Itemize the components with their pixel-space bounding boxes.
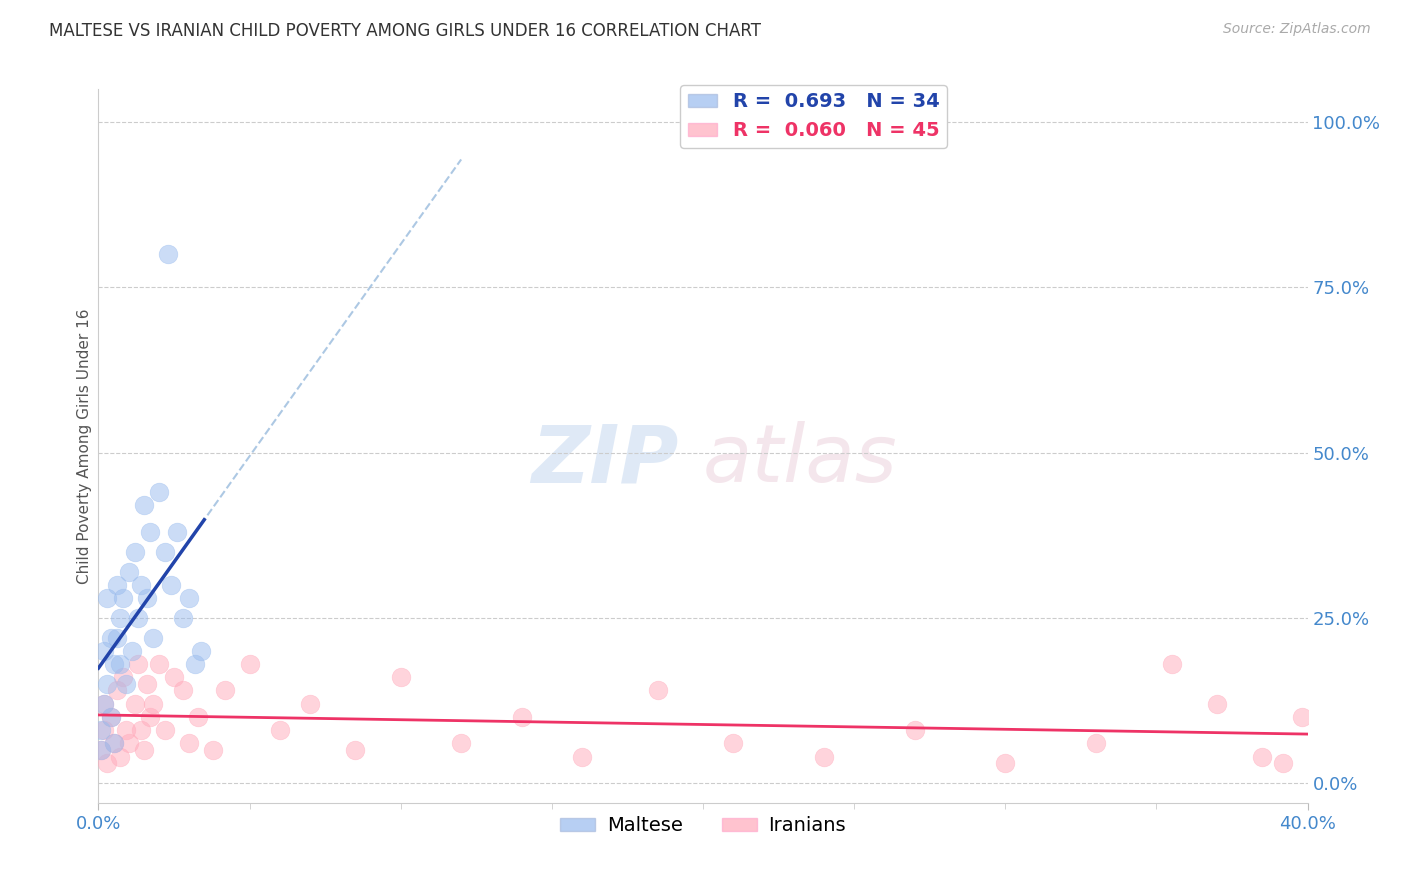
Point: [100, 710, 122, 724]
Point: [103, 657, 125, 671]
Point: [111, 591, 134, 605]
Point: [148, 657, 170, 671]
Point: [1272, 756, 1295, 771]
Text: ZIP: ZIP: [531, 421, 679, 500]
Point: [269, 723, 291, 738]
Point: [813, 749, 835, 764]
Point: [142, 697, 165, 711]
Point: [148, 485, 170, 500]
Text: Source: ZipAtlas.com: Source: ZipAtlas.com: [1223, 22, 1371, 37]
Point: [118, 565, 141, 579]
Point: [160, 578, 183, 592]
Point: [100, 710, 122, 724]
Y-axis label: Child Poverty Among Girls Under 16: Child Poverty Among Girls Under 16: [77, 309, 91, 583]
Point: [93, 697, 115, 711]
Point: [239, 657, 262, 671]
Point: [163, 670, 186, 684]
Point: [184, 657, 207, 671]
Point: [114, 723, 136, 738]
Point: [1160, 657, 1182, 671]
Point: [571, 749, 593, 764]
Point: [187, 710, 209, 724]
Point: [1206, 697, 1229, 711]
Point: [93, 723, 115, 738]
Point: [139, 524, 162, 539]
Point: [114, 677, 136, 691]
Point: [202, 743, 225, 757]
Point: [103, 736, 125, 750]
Point: [190, 644, 212, 658]
Point: [108, 749, 131, 764]
Point: [96, 591, 118, 605]
Point: [93, 644, 115, 658]
Point: [127, 611, 149, 625]
Point: [129, 578, 152, 592]
Point: [90, 743, 112, 757]
Point: [132, 743, 155, 757]
Point: [214, 683, 236, 698]
Point: [90, 743, 112, 757]
Point: [647, 683, 669, 698]
Point: [179, 591, 201, 605]
Text: MALTESE VS IRANIAN CHILD POVERTY AMONG GIRLS UNDER 16 CORRELATION CHART: MALTESE VS IRANIAN CHILD POVERTY AMONG G…: [49, 22, 761, 40]
Point: [172, 683, 194, 698]
Legend: Maltese, Iranians: Maltese, Iranians: [553, 808, 853, 843]
Text: atlas: atlas: [703, 421, 898, 500]
Point: [96, 677, 118, 691]
Point: [450, 736, 472, 750]
Point: [389, 670, 412, 684]
Point: [139, 710, 162, 724]
Point: [142, 631, 165, 645]
Point: [344, 743, 367, 757]
Point: [121, 644, 143, 658]
Point: [93, 697, 115, 711]
Point: [129, 723, 152, 738]
Point: [723, 736, 745, 750]
Point: [166, 524, 188, 539]
Point: [90, 723, 112, 738]
Point: [172, 611, 194, 625]
Point: [127, 657, 149, 671]
Point: [118, 736, 141, 750]
Point: [108, 657, 131, 671]
Point: [135, 591, 157, 605]
Point: [108, 611, 131, 625]
Point: [299, 697, 322, 711]
Point: [1085, 736, 1108, 750]
Point: [153, 545, 176, 559]
Point: [153, 723, 176, 738]
Point: [100, 631, 122, 645]
Point: [156, 247, 179, 261]
Point: [510, 710, 533, 724]
Point: [105, 631, 128, 645]
Point: [105, 683, 128, 698]
Point: [904, 723, 927, 738]
Point: [96, 756, 118, 771]
Point: [135, 677, 157, 691]
Point: [111, 670, 134, 684]
Point: [103, 736, 125, 750]
Point: [105, 578, 128, 592]
Point: [179, 736, 201, 750]
Point: [124, 545, 146, 559]
Point: [132, 499, 155, 513]
Point: [1251, 749, 1274, 764]
Point: [1291, 710, 1313, 724]
Point: [994, 756, 1017, 771]
Point: [124, 697, 146, 711]
